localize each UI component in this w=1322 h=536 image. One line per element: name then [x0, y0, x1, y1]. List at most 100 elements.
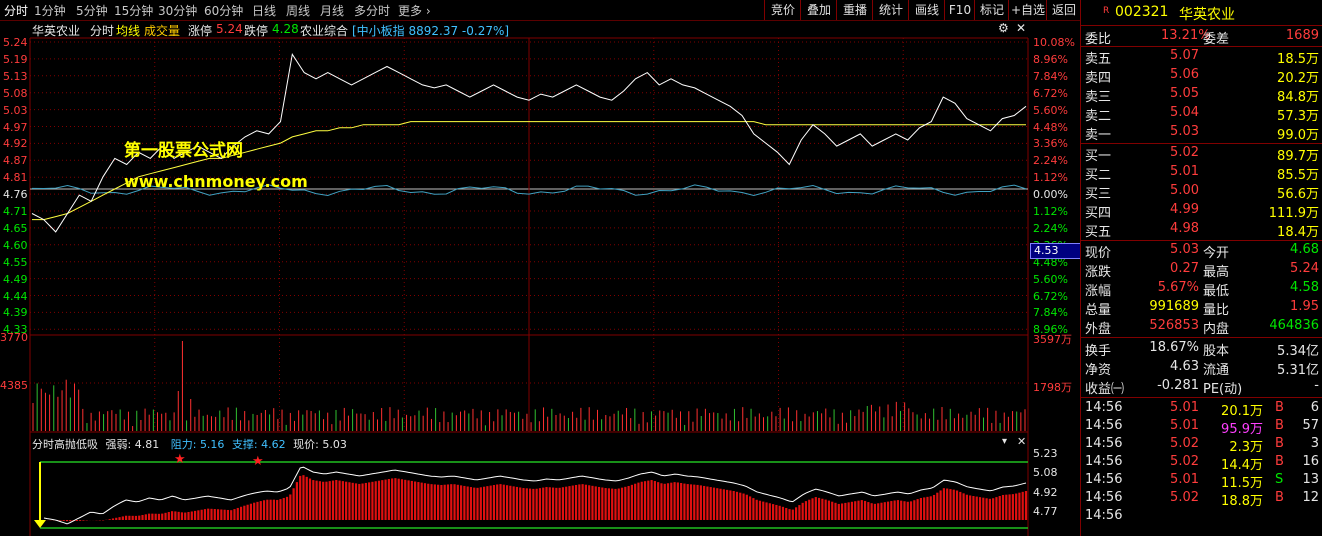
- strength-value: 4.81: [134, 438, 160, 451]
- tab-15min[interactable]: 15分钟: [114, 4, 154, 18]
- ind-axis-3: 4.77: [1033, 505, 1058, 518]
- bid-row[interactable]: 买三 5.00 56.6万: [1081, 183, 1322, 202]
- pct-tick: 0.00%: [1033, 188, 1068, 202]
- ask-label: 卖三: [1085, 90, 1112, 105]
- tab-1min[interactable]: 1分钟: [34, 4, 66, 18]
- indicator-dropdown-icon[interactable]: ▾: [1002, 436, 1008, 447]
- mark-button[interactable]: 标记: [974, 0, 1009, 20]
- price-tick: 4.65: [3, 221, 28, 235]
- overlay-button[interactable]: 叠加: [800, 0, 837, 20]
- tab-60min[interactable]: 60分钟: [204, 4, 244, 18]
- ask-row[interactable]: 卖三 5.05 84.8万: [1081, 86, 1322, 105]
- tick-volume: 20.1万: [1221, 404, 1263, 419]
- stat2-label-2: 股本: [1203, 344, 1230, 359]
- tab-fenshi[interactable]: 分时: [4, 4, 29, 18]
- bid-label: 买一: [1085, 149, 1112, 164]
- support-label: 支撑:: [231, 438, 258, 451]
- tick-price: 5.02: [1170, 454, 1199, 469]
- stat-label-2: 量比: [1203, 303, 1230, 318]
- stat-row: 总量 991689 量比 1.95: [1081, 299, 1322, 318]
- dt-value: 4.28: [272, 22, 299, 36]
- f10-button[interactable]: F10: [944, 0, 975, 20]
- pct-tick: 10.08%: [1033, 36, 1075, 49]
- tick-time: 14:56: [1085, 490, 1123, 505]
- bid-volume: 85.5万: [1277, 168, 1319, 183]
- tab-multi[interactable]: 多分时: [354, 4, 391, 18]
- pct-tick: 3.36%: [1033, 137, 1068, 151]
- ask-volume: 20.2万: [1277, 71, 1319, 86]
- stat-value-2: 464836: [1269, 318, 1319, 333]
- price-tick: 5.13: [3, 69, 28, 83]
- weibi-row: 委比 13.21% 委差 1689: [1081, 28, 1322, 47]
- price-tick: 4.49: [3, 272, 28, 286]
- stock-code: 002321: [1115, 4, 1169, 20]
- ind-axis-2: 4.92: [1033, 486, 1058, 499]
- stat-row: 外盘 526853 内盘 464836: [1081, 318, 1322, 337]
- tick-time: 14:56: [1085, 472, 1123, 487]
- ask-row[interactable]: 卖四 5.06 20.2万: [1081, 67, 1322, 86]
- stat-row: 涨跌 0.27 最高 5.24: [1081, 261, 1322, 280]
- tick-row: 14:56 5.01 20.1万 B 6: [1081, 400, 1322, 419]
- close-icon[interactable]: ✕: [1016, 21, 1027, 35]
- ask-price: 5.06: [1170, 67, 1199, 82]
- stat2-value: 18.67%: [1149, 340, 1199, 355]
- settings-icon[interactable]: ⚙: [998, 21, 1009, 35]
- add-watch-button[interactable]: +自选: [1008, 0, 1047, 20]
- tab-5min[interactable]: 5分钟: [76, 4, 108, 18]
- tab-30min[interactable]: 30分钟: [158, 4, 198, 18]
- stat-label-2: 最高: [1203, 265, 1230, 280]
- tab-day[interactable]: 日线: [252, 4, 277, 18]
- tick-side: B: [1275, 490, 1284, 505]
- ask-price: 5.05: [1170, 86, 1199, 101]
- stat-value: 991689: [1149, 299, 1199, 314]
- tick-price: 5.02: [1170, 436, 1199, 451]
- pct-tick: 1.12%: [1033, 171, 1068, 185]
- tick-count: 16: [1302, 454, 1319, 469]
- bid-row[interactable]: 买四 4.99 111.9万: [1081, 202, 1322, 221]
- tick-count: 6: [1310, 400, 1319, 415]
- ask-row[interactable]: 卖二 5.04 57.3万: [1081, 105, 1322, 124]
- back-button[interactable]: 返回: [1046, 0, 1081, 20]
- avg-label[interactable]: 均线: [116, 24, 141, 38]
- bid-volume: 89.7万: [1277, 149, 1319, 164]
- vol-axis-left-mid: 4385: [0, 379, 28, 392]
- stat-label-2: 内盘: [1203, 322, 1230, 337]
- tick-side: B: [1275, 436, 1284, 451]
- price-tick: 4.33: [3, 323, 28, 337]
- ask-label: 卖五: [1085, 52, 1112, 67]
- tick-time: 14:56: [1085, 418, 1123, 433]
- pct-tick: 6.72%: [1033, 289, 1068, 303]
- replay-button[interactable]: 重播: [836, 0, 873, 20]
- stat2-value-2: 5.34亿: [1277, 344, 1319, 359]
- price-tick: 4.71: [3, 205, 28, 218]
- stat2-value: -0.281: [1157, 378, 1199, 393]
- pct-tick: 1.12%: [1033, 205, 1068, 218]
- ask-row[interactable]: 卖五 5.07 18.5万: [1081, 48, 1322, 67]
- tick-price: 5.02: [1170, 490, 1199, 505]
- watermark-line1: 第一股票公式网: [124, 141, 243, 161]
- avg-line: [32, 121, 1026, 221]
- auction-button[interactable]: 竞价: [764, 0, 801, 20]
- vol-label[interactable]: 成交量: [144, 24, 181, 38]
- bid-row[interactable]: 买五 4.98 18.4万: [1081, 221, 1322, 240]
- draw-button[interactable]: 画线: [908, 0, 945, 20]
- ask-price: 5.04: [1170, 105, 1199, 120]
- ind-axis-0: 5.23: [1033, 447, 1058, 460]
- tab-week[interactable]: 周线: [286, 4, 311, 18]
- stats-button[interactable]: 统计: [872, 0, 909, 20]
- indicator-close-icon[interactable]: ✕: [1017, 435, 1027, 448]
- ask-row[interactable]: 卖一 5.03 99.0万: [1081, 124, 1322, 143]
- stat2-label-2: 流通: [1203, 363, 1230, 378]
- bid-row[interactable]: 买一 5.02 89.7万: [1081, 145, 1322, 164]
- ind-axis-1: 5.08: [1033, 466, 1058, 479]
- price-tick: 5.19: [3, 52, 28, 66]
- indicator-title[interactable]: 分时高抛低吸: [32, 438, 98, 451]
- tab-more[interactable]: 更多 ›: [398, 4, 431, 18]
- tab-month[interactable]: 月线: [320, 4, 345, 18]
- tick-volume: 2.3万: [1229, 440, 1263, 455]
- pct-tick: 4.48%: [1033, 120, 1068, 134]
- bid-price: 4.98: [1170, 221, 1199, 236]
- stat-value: 0.27: [1170, 261, 1199, 276]
- bid-row[interactable]: 买二 5.01 85.5万: [1081, 164, 1322, 183]
- tick-row: 14:56 5.01 11.5万 S 13: [1081, 472, 1322, 491]
